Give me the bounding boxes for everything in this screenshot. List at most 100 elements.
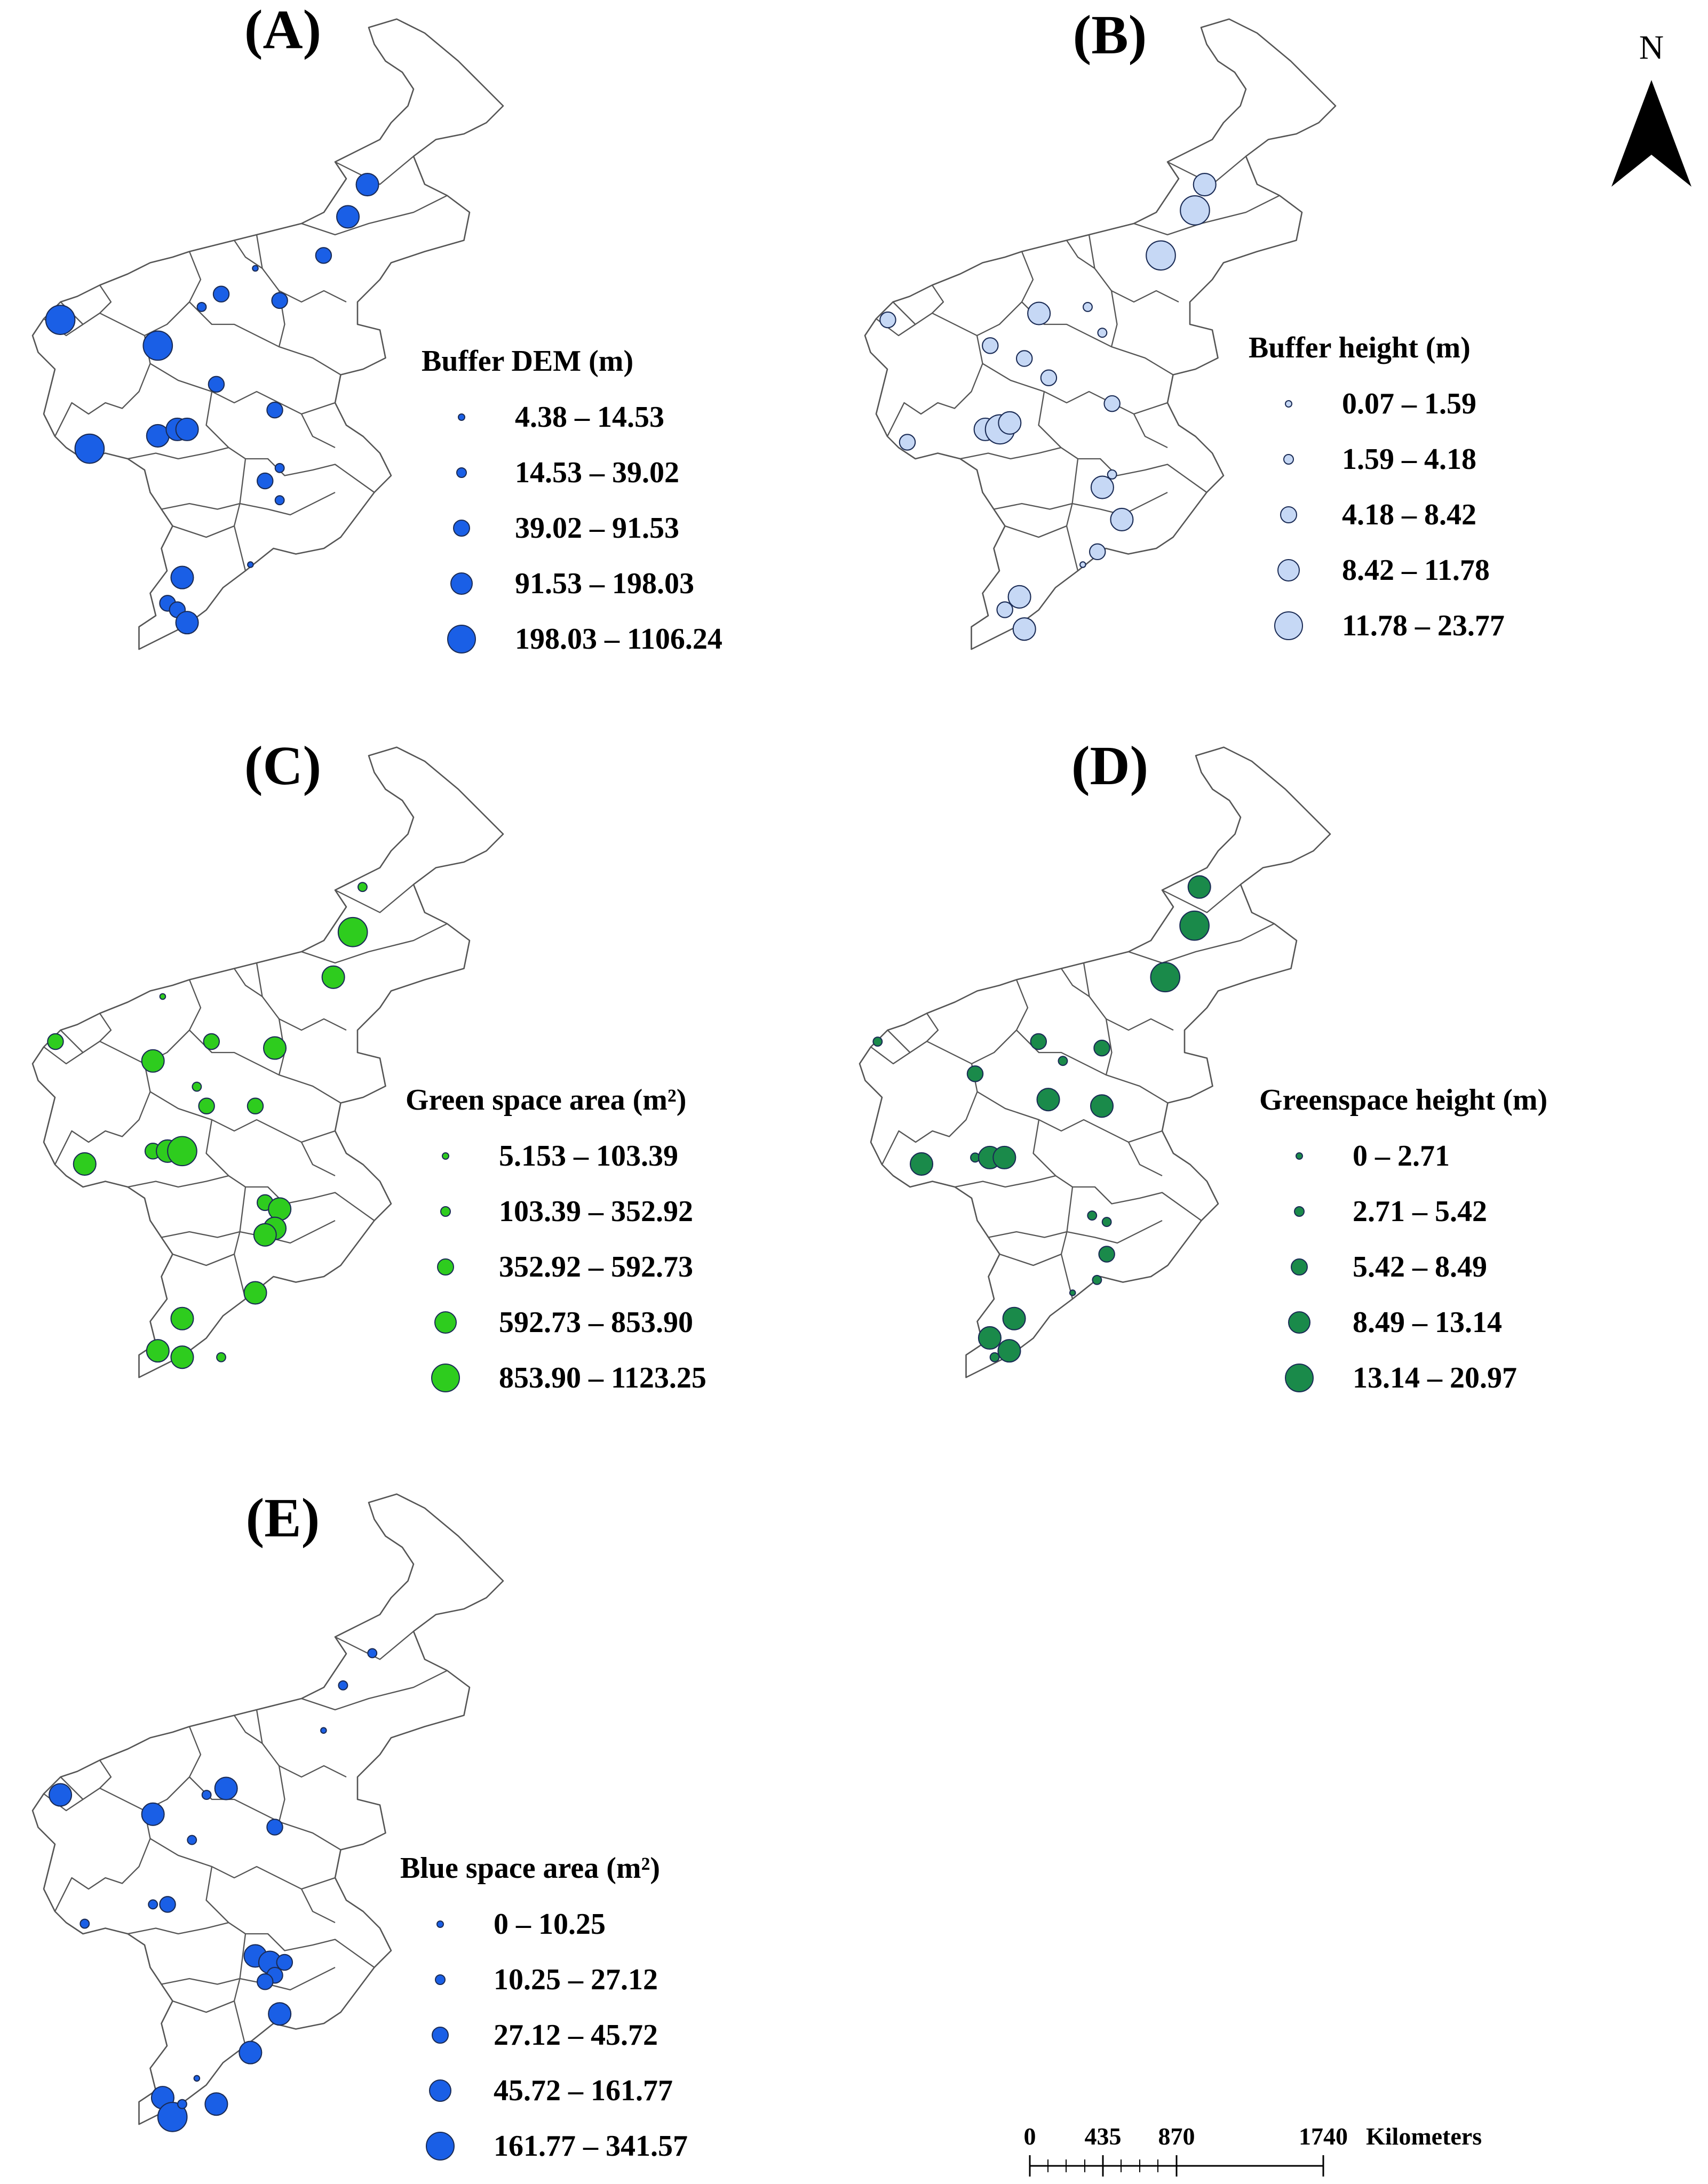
site-marker xyxy=(1193,172,1217,197)
legend-symbol xyxy=(1291,1258,1308,1276)
legend-symbol xyxy=(1285,1364,1314,1392)
scale-label-870: 870 xyxy=(1158,2123,1195,2150)
legend-title: Buffer DEM (m) xyxy=(422,345,633,378)
scale-label-0: 0 xyxy=(1024,2123,1036,2150)
scale-bar: 0 435 870 1740 Kilometers xyxy=(1024,2123,1482,2177)
legend-symbol xyxy=(436,1920,444,1928)
site-marker xyxy=(1040,369,1058,387)
site-marker xyxy=(141,1802,165,1826)
legend-class-label: 0 – 10.25 xyxy=(494,1908,606,1941)
site-marker xyxy=(208,376,225,393)
site-marker xyxy=(263,1036,287,1060)
site-marker xyxy=(1069,1289,1076,1296)
legend-symbol xyxy=(447,625,476,653)
site-marker xyxy=(196,301,207,312)
legend-class-label: 10.25 – 27.12 xyxy=(494,1963,658,1996)
site-marker xyxy=(204,2092,228,2116)
site-marker xyxy=(268,1197,292,1221)
site-marker xyxy=(1103,395,1121,412)
legend-class-label: 352.92 – 592.73 xyxy=(499,1250,693,1284)
legend-symbol xyxy=(442,1152,449,1160)
legend-symbol xyxy=(426,2132,455,2161)
legend-symbol xyxy=(450,572,473,595)
site-marker xyxy=(239,2040,263,2065)
site-marker xyxy=(274,463,285,473)
site-marker xyxy=(247,1097,264,1115)
legend-symbol xyxy=(1283,454,1294,465)
legend-symbol xyxy=(1296,1152,1303,1160)
site-marker xyxy=(266,1819,283,1836)
site-marker xyxy=(80,1918,90,1929)
legend-class-label: 5.153 – 103.39 xyxy=(499,1139,678,1173)
legend-symbol xyxy=(435,1974,446,1985)
site-marker xyxy=(1090,475,1114,499)
legend-class-label: 0 – 2.71 xyxy=(1353,1139,1450,1173)
site-marker xyxy=(256,472,274,490)
site-marker xyxy=(1180,195,1210,226)
scale-label-1740: 1740 xyxy=(1299,2123,1348,2150)
legend-class-label: 39.02 – 91.53 xyxy=(515,512,679,545)
legend-class-label: 103.39 – 352.92 xyxy=(499,1195,693,1228)
legend-title: Greenspace height (m) xyxy=(1259,1083,1547,1117)
legend-class-label: 161.77 – 341.57 xyxy=(494,2130,688,2163)
site-marker xyxy=(175,611,199,635)
legend-class-label: 0.07 – 1.59 xyxy=(1342,387,1476,420)
site-marker xyxy=(252,265,259,272)
legend-class-label: 853.90 – 1123.25 xyxy=(499,1361,706,1394)
panel-e: (E) Blue space area (m²) 0 – 10.25 10.25 – … xyxy=(31,1487,688,2163)
site-marker xyxy=(1110,507,1134,531)
site-marker xyxy=(201,1790,212,1800)
site-marker xyxy=(47,1033,64,1050)
site-marker xyxy=(271,292,288,309)
site-marker xyxy=(253,1223,277,1247)
legend-class-label: 27.12 – 45.72 xyxy=(494,2019,658,2052)
legend-symbol xyxy=(434,1311,457,1334)
region-map xyxy=(31,746,504,1378)
legend-class-label: 4.18 – 8.42 xyxy=(1342,498,1476,531)
site-marker xyxy=(367,1648,378,1659)
site-marker xyxy=(276,1954,293,1971)
site-marker xyxy=(1107,469,1117,480)
site-marker xyxy=(1027,301,1051,325)
site-marker xyxy=(997,1339,1021,1363)
panel-label: (D) xyxy=(1071,735,1148,796)
site-marker xyxy=(899,434,916,451)
panel-b: (B) Buffer height (m) 0.07 – 1.59 1.59 – 4.… xyxy=(864,4,1505,650)
panel-d: (D) Greenspace height (m) 0 – 2.71 2.71 – 5… xyxy=(859,735,1547,1394)
region-map xyxy=(859,746,1331,1378)
site-marker xyxy=(159,1896,176,1913)
site-marker xyxy=(167,1136,197,1167)
site-marker xyxy=(193,2075,201,2082)
legend-class-label: 592.73 – 853.90 xyxy=(499,1306,693,1339)
legend-title: Buffer height (m) xyxy=(1249,331,1471,364)
site-marker xyxy=(1150,962,1181,993)
region-map xyxy=(864,18,1337,650)
site-marker xyxy=(1087,1210,1098,1221)
panel-label: (B) xyxy=(1073,4,1147,66)
legend-symbol xyxy=(440,1206,451,1217)
province-boundaries xyxy=(31,746,504,1378)
site-marker xyxy=(1058,1056,1068,1066)
site-marker xyxy=(1015,350,1033,367)
site-marker xyxy=(1098,1246,1115,1263)
site-marker xyxy=(320,1727,327,1734)
legend-class-label: 5.42 – 8.49 xyxy=(1353,1250,1487,1284)
legend-class-label: 11.78 – 23.77 xyxy=(1342,609,1505,642)
scale-bar-ticks xyxy=(1029,2155,1324,2177)
legend-class-label: 2.71 – 5.42 xyxy=(1353,1195,1487,1228)
map-panels: (A) Buffer DEM (m) 4.38 – 14.53 14.53 – 39.… xyxy=(31,0,1547,2163)
site-marker xyxy=(989,1352,1000,1362)
site-marker xyxy=(992,1145,1016,1169)
site-marker xyxy=(203,1033,220,1050)
legend-symbol xyxy=(458,413,465,421)
scale-unit: Kilometers xyxy=(1366,2123,1482,2150)
site-marker xyxy=(357,882,368,892)
site-marker xyxy=(74,433,105,464)
scale-label-435: 435 xyxy=(1085,2123,1122,2150)
site-marker xyxy=(170,1345,194,1369)
region-map xyxy=(31,1493,504,2132)
site-marker xyxy=(982,337,999,354)
site-marker xyxy=(337,916,368,947)
site-marker xyxy=(247,561,254,568)
